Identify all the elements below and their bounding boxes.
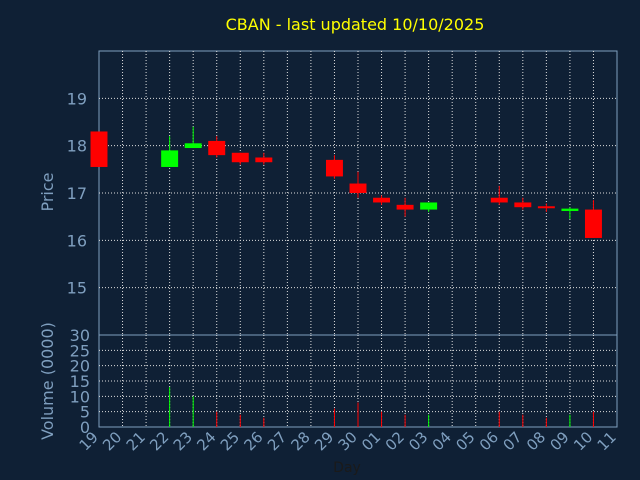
x-tick-label: 03 — [405, 428, 431, 454]
candle-body — [161, 150, 179, 167]
x-tick-label: 27 — [264, 428, 290, 454]
chart-title: CBAN - last updated 10/10/2025 — [226, 15, 485, 34]
volume-tick-label: 20 — [70, 357, 90, 376]
volume-tick-label: 10 — [70, 387, 90, 406]
x-tick-label: 02 — [382, 428, 408, 454]
x-tick-label: 20 — [99, 428, 125, 454]
candle-body — [537, 206, 555, 209]
volume-tick-label: 25 — [70, 341, 90, 360]
x-tick-label: 29 — [311, 428, 337, 454]
x-tick-label: 05 — [452, 428, 478, 454]
volume-tick-label: 5 — [80, 403, 90, 422]
candle-body — [255, 157, 273, 163]
price-tick-label: 17 — [67, 184, 87, 203]
candle-body — [373, 197, 391, 203]
x-tick-label: 30 — [335, 428, 361, 454]
candle-body — [490, 197, 508, 203]
x-tick-label: 07 — [499, 428, 525, 454]
candle-body — [325, 159, 343, 177]
candle-body — [349, 183, 367, 193]
price-tick-label: 15 — [67, 279, 87, 298]
price-tick-label: 16 — [67, 231, 87, 250]
price-tick-label: 19 — [67, 89, 87, 108]
x-tick-label: 25 — [217, 428, 243, 454]
x-tick-label: 01 — [358, 428, 384, 454]
x-tick-label: 04 — [429, 428, 455, 454]
x-tick-label: 21 — [123, 428, 149, 454]
x-tick-label: 10 — [570, 428, 596, 454]
price-tick-label: 18 — [67, 137, 87, 156]
x-tick-label: 22 — [146, 428, 172, 454]
x-tick-label: 24 — [193, 428, 219, 454]
x-axis: 1920212223242526272829300102030405060708… — [76, 428, 620, 454]
x-tick-label: 28 — [288, 428, 314, 454]
candle-body — [514, 202, 532, 208]
candle-body — [584, 209, 602, 238]
price-panel: 15 16 17 18 19 — [67, 50, 618, 336]
x-tick-label: 08 — [523, 428, 549, 454]
volume-tick-label: 30 — [70, 326, 90, 345]
volume-axis-label: Volume (0000) — [38, 322, 57, 440]
candle-body — [396, 204, 414, 210]
candle-body — [184, 143, 202, 149]
x-tick-label: 23 — [170, 428, 196, 454]
x-tick-label: 06 — [476, 428, 502, 454]
x-tick-label: 26 — [240, 428, 266, 454]
candle-body — [90, 131, 108, 167]
volume-tick-label: 0 — [80, 418, 90, 437]
price-axis-label: Price — [38, 172, 57, 211]
candle-body — [561, 208, 579, 211]
x-tick-label: 11 — [594, 428, 620, 454]
candle-body — [231, 152, 249, 163]
candle-body — [208, 140, 226, 156]
volume-tick-label: 15 — [70, 372, 90, 391]
candle-body — [420, 202, 438, 210]
day-axis-label: Day — [333, 460, 361, 476]
x-tick-label: 09 — [547, 428, 573, 454]
